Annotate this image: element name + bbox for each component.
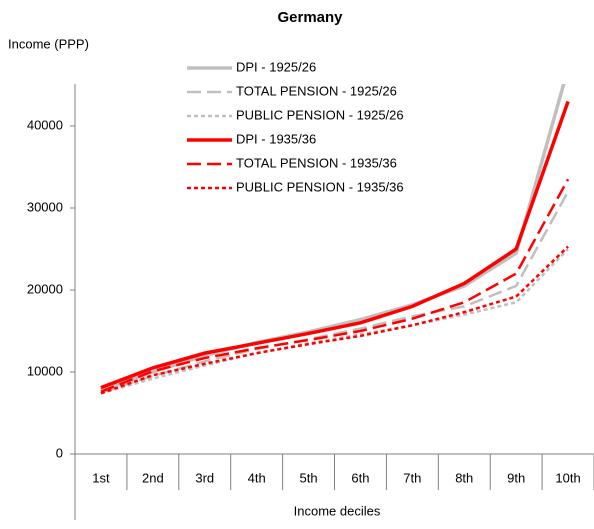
chart-title: Germany: [277, 9, 343, 26]
x-tick-label: 1st: [92, 470, 110, 485]
legend-label: DPI - 1935/36: [236, 131, 316, 146]
legend-label: TOTAL PENSION - 1935/36: [236, 155, 397, 170]
x-tick-label: 8th: [455, 470, 473, 485]
y-tick-label: 20000: [27, 281, 63, 296]
y-tick-label: 10000: [27, 363, 63, 378]
x-tick-label: 2nd: [142, 470, 164, 485]
y-tick-label: 30000: [27, 199, 63, 214]
y-axis-label: Income (PPP): [8, 36, 89, 51]
x-tick-label: 10th: [555, 470, 580, 485]
plot-lines: [100, 84, 570, 395]
legend-label: TOTAL PENSION - 1925/26: [236, 83, 397, 98]
x-tick-label: 4th: [248, 470, 266, 485]
legend-label: PUBLIC PENSION - 1935/36: [236, 179, 404, 194]
y-tick-label: 0: [56, 445, 63, 460]
legend-label: DPI - 1925/26: [236, 59, 316, 74]
series-line: [100, 245, 569, 395]
series-line: [100, 178, 570, 393]
x-axis-label: Income deciles: [294, 503, 381, 518]
x-tick-label: 9th: [507, 470, 525, 485]
series-line: [100, 100, 570, 390]
x-tick-label: 5th: [300, 470, 318, 485]
series-line: [100, 190, 570, 394]
legend-label: PUBLIC PENSION - 1925/26: [236, 107, 404, 122]
x-tick-label: 3rd: [195, 470, 214, 485]
y-tick-label: 40000: [27, 117, 63, 132]
x-tick-label: 7th: [403, 470, 421, 485]
x-tick-label: 6th: [351, 470, 369, 485]
